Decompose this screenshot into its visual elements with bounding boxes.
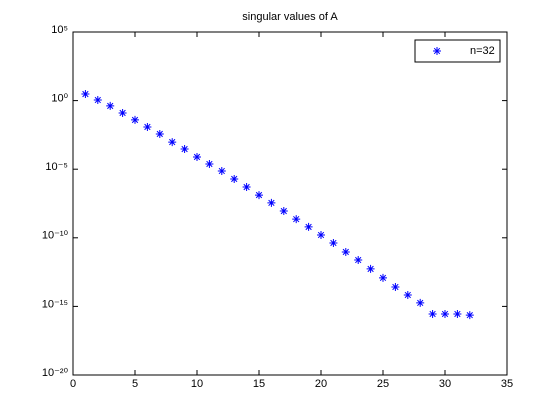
marker xyxy=(143,122,152,131)
marker xyxy=(317,230,325,239)
x-tick-label: 15 xyxy=(253,378,265,390)
marker xyxy=(428,309,437,318)
marker xyxy=(329,238,338,247)
marker xyxy=(354,256,363,265)
marker xyxy=(81,90,90,99)
x-tick-label: 10 xyxy=(191,378,203,390)
y-tick-label: 10⁻¹⁰ xyxy=(42,230,69,242)
legend-marker xyxy=(433,47,441,55)
marker xyxy=(391,282,400,291)
marker xyxy=(403,290,412,299)
marker xyxy=(379,273,387,282)
marker xyxy=(168,138,177,147)
legend-label: n=32 xyxy=(470,45,495,57)
x-tick-label: 35 xyxy=(501,378,513,390)
marker xyxy=(267,198,276,207)
marker xyxy=(118,108,127,117)
marker xyxy=(131,115,139,124)
marker xyxy=(441,309,449,318)
y-tick-label: 10⁵ xyxy=(51,24,68,36)
marker xyxy=(416,298,425,307)
x-tick-label: 0 xyxy=(70,378,76,390)
marker xyxy=(341,247,350,256)
x-tick-label: 30 xyxy=(439,378,451,390)
marker xyxy=(279,207,288,216)
legend-box xyxy=(414,39,501,63)
y-tick-label: 10⁻⁵ xyxy=(45,161,68,173)
marker xyxy=(304,222,313,231)
marker xyxy=(465,311,474,320)
marker xyxy=(155,129,164,138)
y-tick-label: 10⁰ xyxy=(51,93,68,105)
y-tick-label: 10⁻¹⁵ xyxy=(42,298,68,310)
x-tick-label: 20 xyxy=(315,378,327,390)
marker xyxy=(292,215,301,224)
marker xyxy=(242,183,251,192)
marker xyxy=(193,152,201,161)
marker xyxy=(230,174,239,183)
marker xyxy=(217,166,226,175)
axes-box xyxy=(72,31,508,376)
marker xyxy=(255,191,263,200)
chart-title: singular values of A xyxy=(242,11,338,23)
marker xyxy=(106,101,115,110)
marker xyxy=(180,145,189,154)
marker xyxy=(93,96,102,105)
marker xyxy=(366,264,375,273)
y-tick-label: 10⁻²⁰ xyxy=(42,367,69,379)
marker xyxy=(453,309,462,318)
x-tick-label: 25 xyxy=(377,378,389,390)
x-tick-label: 5 xyxy=(132,378,138,390)
marker xyxy=(205,159,214,168)
